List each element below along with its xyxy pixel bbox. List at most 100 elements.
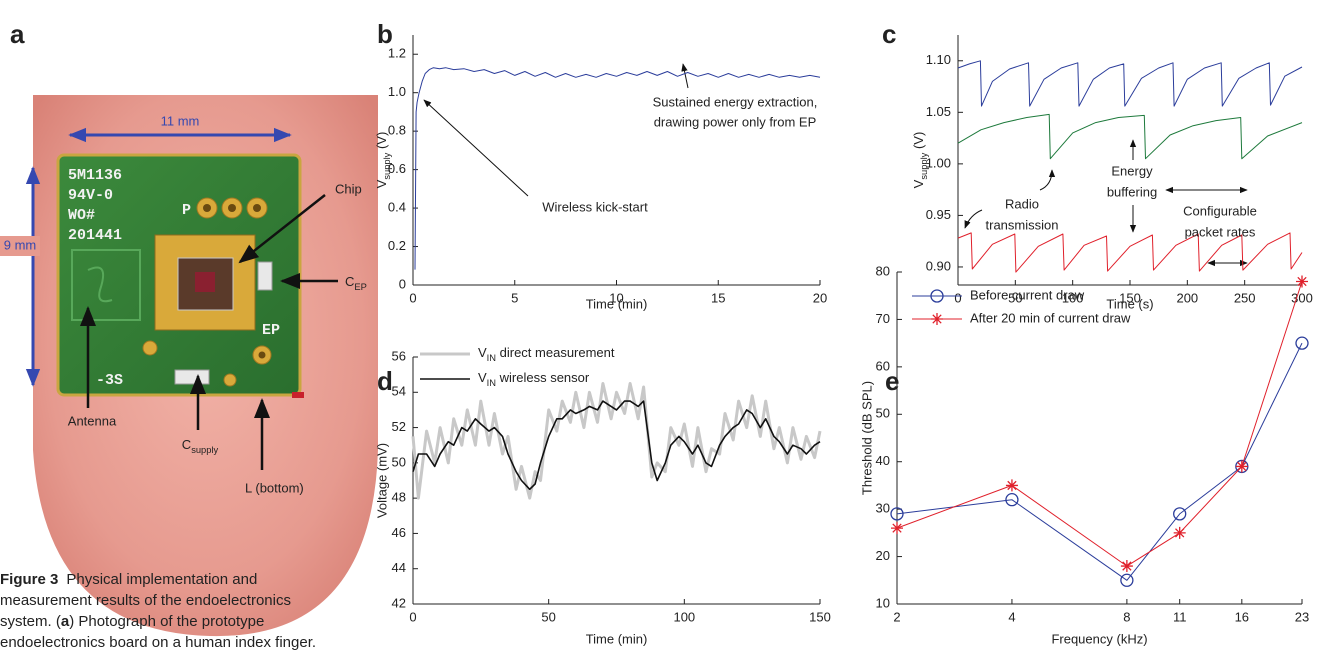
line bbox=[957, 60, 1303, 107]
x-tick-label: 0 bbox=[409, 609, 416, 624]
annotation: Radio bbox=[1005, 196, 1039, 211]
panel-letter: a bbox=[10, 19, 25, 49]
y-tick-label: 0.6 bbox=[388, 161, 406, 176]
label-part: supply bbox=[382, 152, 392, 179]
x-tick-label: 250 bbox=[1234, 290, 1256, 305]
dimension-label: 9 mm bbox=[4, 237, 37, 252]
silkscreen: 201441 bbox=[68, 227, 122, 244]
line bbox=[411, 382, 822, 500]
x-axis-label: Time (s) bbox=[1106, 296, 1153, 311]
line bbox=[957, 232, 1303, 273]
point bbox=[1120, 573, 1134, 587]
chart-arrows bbox=[423, 63, 1248, 267]
label-part: wireless sensor bbox=[496, 370, 590, 385]
photo-label: Csupply bbox=[182, 437, 219, 455]
annotation: Energy bbox=[1111, 163, 1153, 178]
capacitor-supply bbox=[174, 369, 210, 385]
x-tick-label: 0 bbox=[954, 290, 961, 305]
photo-label: L (bottom) bbox=[245, 480, 304, 495]
photo-label: Antenna bbox=[68, 413, 117, 428]
label-part: supply bbox=[191, 445, 218, 455]
y-tick-label: 1.00 bbox=[926, 155, 951, 170]
caption: system. (a) Photograph of the prototype bbox=[0, 613, 264, 630]
y-tick-label: 1.05 bbox=[926, 104, 951, 119]
y-tick-label: 50 bbox=[876, 406, 890, 421]
legend-label: VIN direct measurement bbox=[478, 345, 615, 363]
caption: Figure 3 Physical implementation and bbox=[0, 571, 257, 588]
x-tick-label: 100 bbox=[1062, 290, 1084, 305]
label-part: (V) bbox=[911, 132, 926, 153]
panel-letter: b bbox=[377, 19, 393, 49]
x-tick-label: 20 bbox=[813, 290, 827, 305]
y-tick-label: 0.8 bbox=[388, 123, 406, 138]
y-tick-label: 1.2 bbox=[388, 46, 406, 61]
y-tick-label: 56 bbox=[392, 348, 406, 363]
silkscreen: 94V-0 bbox=[68, 187, 113, 204]
y-tick-label: 0 bbox=[399, 276, 406, 291]
caption-text: Physical implementation and bbox=[66, 571, 257, 588]
point bbox=[1005, 479, 1018, 492]
label-bg bbox=[0, 236, 40, 256]
line bbox=[896, 281, 1303, 567]
antenna-trace bbox=[71, 249, 141, 321]
legend-marker bbox=[930, 289, 944, 303]
label-part: C bbox=[182, 437, 191, 452]
x-tick-label: 0 bbox=[409, 290, 416, 305]
annotation: buffering bbox=[1107, 184, 1157, 199]
point bbox=[1235, 460, 1248, 473]
legend-label: VIN wireless sensor bbox=[478, 370, 590, 388]
y-tick-label: 0.95 bbox=[926, 207, 951, 222]
x-tick-label: 100 bbox=[673, 609, 695, 624]
y-tick-label: 42 bbox=[392, 595, 406, 610]
y-tick-label: 30 bbox=[876, 501, 890, 516]
legend-label: Before current draw bbox=[970, 287, 1085, 302]
y-tick-label: 40 bbox=[876, 453, 890, 468]
caption-label: Figure 3 bbox=[0, 571, 58, 588]
annotation: Wireless kick-start bbox=[542, 199, 648, 214]
x-tick-label: 50 bbox=[1008, 290, 1022, 305]
legend-label: After 20 min of current draw bbox=[970, 310, 1131, 325]
y-axis-label: Threshold (dB SPL) bbox=[859, 381, 874, 495]
y-tick-label: 48 bbox=[392, 490, 406, 505]
y-tick-label: 1.0 bbox=[388, 84, 406, 99]
y-tick-label: 54 bbox=[392, 384, 406, 399]
y-tick-label: 0.90 bbox=[926, 258, 951, 273]
y-tick-label: 44 bbox=[392, 560, 406, 575]
legend-marker bbox=[931, 313, 943, 325]
x-axis-label: Time (min) bbox=[586, 631, 648, 646]
line bbox=[896, 342, 1303, 581]
point bbox=[1120, 560, 1133, 573]
label-part: C bbox=[345, 274, 354, 289]
point bbox=[1295, 336, 1309, 350]
y-tick-label: 1.10 bbox=[926, 52, 951, 67]
annotation: transmission bbox=[986, 217, 1059, 232]
caption-text: ) Photograph of the prototype bbox=[69, 613, 264, 630]
annotation: drawing power only from EP bbox=[654, 114, 817, 129]
silkscreen: P bbox=[182, 202, 191, 219]
x-tick-label: 5 bbox=[511, 290, 518, 305]
point bbox=[1173, 526, 1186, 539]
label-part: V bbox=[911, 179, 926, 188]
y-axis-label: Vsupply (V) bbox=[911, 132, 929, 189]
caption-text: a bbox=[61, 613, 70, 630]
line bbox=[412, 400, 821, 491]
x-tick-label: 50 bbox=[541, 609, 555, 624]
annotation: Configurable bbox=[1183, 203, 1257, 218]
annotation: packet rates bbox=[1185, 224, 1256, 239]
x-tick-label: 150 bbox=[809, 609, 831, 624]
photo-label: CEP bbox=[345, 274, 367, 292]
photo-label: Chip bbox=[335, 181, 362, 196]
silkscreen: WO# bbox=[68, 207, 95, 224]
y-tick-label: 46 bbox=[392, 525, 406, 540]
y-axis-label: Voltage (mV) bbox=[374, 443, 389, 518]
x-tick-label: 300 bbox=[1291, 290, 1313, 305]
x-tick-label: 23 bbox=[1295, 609, 1309, 624]
x-tick-label: 10 bbox=[609, 290, 623, 305]
x-tick-label: 150 bbox=[1119, 290, 1141, 305]
y-axis-label: Vsupply (V) bbox=[374, 132, 392, 189]
x-axis-label: Frequency (kHz) bbox=[1051, 631, 1147, 646]
inductor bbox=[292, 392, 304, 398]
caption: measurement results of the endoelectroni… bbox=[0, 592, 291, 609]
y-tick-label: 0.2 bbox=[388, 238, 406, 253]
capacitor-ep bbox=[257, 261, 273, 291]
